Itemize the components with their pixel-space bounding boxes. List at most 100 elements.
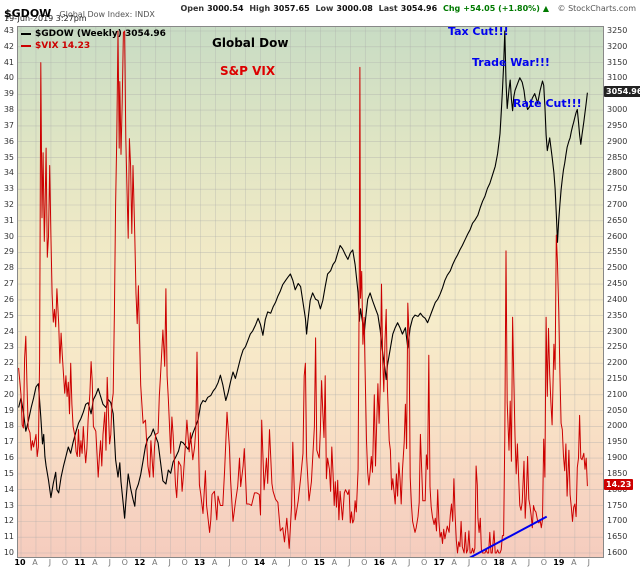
left-axis-tick: 31: [3, 215, 14, 225]
left-axis-tick: 25: [3, 310, 14, 320]
left-axis-tick: 40: [3, 73, 14, 83]
right-axis-tick: 1750: [607, 500, 628, 510]
index-name-label: Global Dow Index: INDX: [59, 10, 155, 19]
right-axis-tick: 2700: [607, 200, 628, 209]
vix-line-swatch-icon: [21, 44, 31, 47]
x-axis-month-tick: O: [301, 558, 308, 567]
x-axis-month-tick: A: [571, 558, 577, 567]
left-axis-tick: 29: [3, 247, 14, 257]
right-axis-tick: 1600: [607, 548, 628, 557]
right-axis-tick: 2750: [607, 184, 628, 194]
right-axis-tick: 2800: [607, 168, 628, 178]
left-axis-tick: 23: [3, 342, 14, 352]
x-axis-month-tick: A: [391, 558, 397, 567]
left-axis-tick: 37: [3, 120, 14, 130]
x-axis-month-tick: J: [108, 558, 111, 567]
annotation-trade-war: Trade War!!!: [472, 56, 550, 69]
right-axis-tick: 3100: [607, 73, 628, 83]
left-axis-tick: 34: [3, 168, 14, 178]
right-axis-tick: 3150: [607, 57, 628, 67]
left-axis-tick: 15: [3, 468, 14, 478]
right-axis-tick: 2500: [607, 263, 628, 273]
x-axis-year-tick: 17: [433, 558, 445, 567]
legend-gdow-label: $GDOW (Weekly) 3054.96: [35, 29, 166, 39]
right-axis-tick: 3200: [607, 41, 628, 51]
x-axis-year-tick: 14: [253, 558, 266, 567]
right-axis-tick: 2550: [607, 247, 628, 257]
high-value: 3057.65: [273, 4, 310, 13]
left-axis-tick: 39: [3, 89, 14, 99]
right-axis-tick: 3000: [607, 105, 628, 115]
right-axis-tick: 1650: [607, 532, 628, 542]
x-axis-month-tick: J: [527, 558, 531, 567]
open-label: Open: [180, 4, 205, 13]
x-axis-year-tick: 10: [14, 558, 26, 567]
low-value: 3000.08: [336, 4, 373, 13]
left-axis-tick: 41: [3, 57, 14, 67]
x-axis-month-tick: A: [211, 558, 218, 567]
high-label: High: [249, 4, 271, 13]
legend-vix-label: $VIX 14.23: [35, 41, 91, 51]
right-axis-tick: 2300: [607, 326, 628, 336]
left-axis-tick: 14: [3, 484, 14, 494]
last-value: 3054.96: [400, 4, 438, 13]
chart-region: 43 42 41 40 39 38 37 36 35 34 33 32 31 30 29 28 27 26 25 24…: [0, 24, 640, 576]
x-axis-month-tick: J: [348, 558, 351, 567]
left-axis-tick: 26: [3, 294, 14, 304]
chg-value: +54.05 (+1.80%): [463, 4, 540, 13]
x-axis-month-tick: A: [92, 558, 98, 567]
x-axis-year-tick: 13: [194, 558, 206, 567]
left-axis-tick: 13: [3, 500, 14, 510]
x-axis-month-tick: O: [181, 558, 188, 567]
x-axis-year-tick: 19: [553, 558, 565, 567]
left-axis-tick: 20: [3, 389, 14, 399]
vix-support-trendline: [469, 515, 548, 557]
left-axis-tick: 28: [3, 263, 14, 273]
right-axis-tick: 2250: [607, 342, 628, 352]
right-axis-tick: 2050: [607, 405, 628, 415]
x-axis-year-tick: 12: [134, 558, 146, 567]
chg-label: Chg: [442, 4, 461, 13]
annotation-rate-cut: Rate Cut!!!: [513, 97, 582, 110]
right-axis-tick: 2450: [607, 279, 628, 289]
quote-bar: Open 3000.54 High 3057.65 Low 3000.08 Last 3…: [180, 4, 552, 13]
x-axis-year-tick: 11: [74, 558, 86, 567]
left-axis-tick: 24: [3, 326, 14, 336]
right-axis-tick: 2200: [607, 358, 628, 368]
datetime-label: 19-Jun-2019 3:27pm: [4, 14, 87, 23]
right-axis-tick: 2650: [607, 215, 628, 225]
left-axis-tick: 21: [3, 374, 14, 383]
left-axis-tick: 10: [3, 548, 14, 557]
right-axis-tick: 2900: [607, 136, 628, 146]
x-axis-month-tick: O: [540, 558, 548, 567]
annotation-global-dow: Global Dow: [212, 36, 289, 50]
gdow-right-axis: 3250320031503100305030002950290028502800…: [606, 26, 640, 557]
annotation-tax-cut: Tax Cut!!!: [448, 25, 509, 38]
x-axis-month-tick: J: [587, 558, 590, 567]
left-axis-tick: 18: [3, 421, 14, 431]
right-axis-tick: 2400: [607, 294, 628, 304]
x-axis-month-tick: J: [228, 558, 231, 567]
x-axis-month-tick: O: [121, 558, 128, 567]
left-axis-tick: 43: [3, 26, 14, 35]
x-axis-month-tick: A: [511, 558, 517, 567]
copyright-label: © StockCharts.com: [557, 4, 636, 13]
x-axis-month-tick: O: [241, 558, 248, 567]
vix-left-axis: 43 42 41 40 39 38 37 36 35 34 33 32 31 30 29 28 27 26 25 24…: [0, 26, 15, 557]
left-axis-tick: 32: [3, 200, 14, 209]
right-axis-tick: 2850: [607, 152, 628, 162]
x-axis-month-tick: O: [61, 558, 69, 567]
chg-up-arrow-icon: ▲: [542, 4, 549, 13]
left-axis-tick: 12: [3, 516, 14, 526]
vix-series-line: [18, 30, 588, 554]
right-axis-tick: 1850: [607, 468, 628, 478]
x-axis-month-tick: J: [408, 558, 411, 567]
x-axis-month-tick: A: [271, 558, 278, 567]
gdow-line-swatch-icon: [21, 32, 31, 35]
gdow-last-price-badge: 3054.96: [604, 85, 640, 97]
left-axis-tick: 35: [3, 152, 14, 162]
right-axis-tick: 2150: [607, 374, 628, 383]
right-axis-tick: 2100: [607, 389, 628, 399]
left-axis-tick: 19: [3, 405, 14, 415]
symbol-label: $GDOW: [4, 7, 52, 20]
